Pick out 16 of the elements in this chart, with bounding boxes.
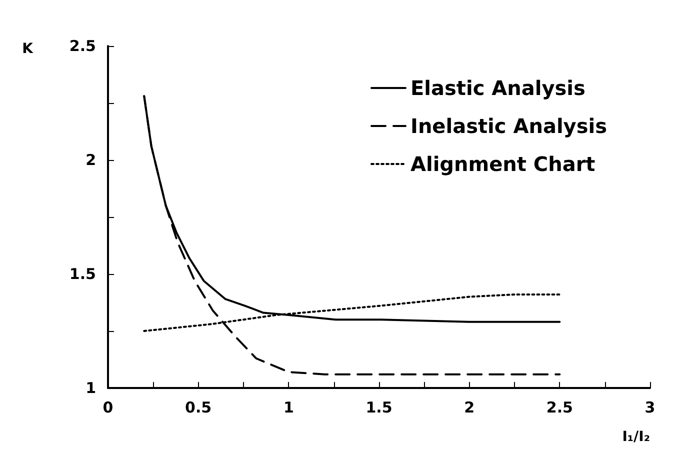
y-tick-label: 1 (86, 379, 96, 397)
x-tick-label: 1 (283, 398, 294, 416)
x-tick-label: 0.5 (185, 398, 212, 416)
x-tick-label: 3 (644, 398, 656, 416)
legend-label: Inelastic Analysis (410, 114, 608, 138)
legend-label: Elastic Analysis (410, 76, 586, 100)
x-tick-label: 1.5 (366, 398, 392, 416)
y-tick-label: 2 (86, 151, 96, 169)
x-tick-label: 2.5 (546, 398, 573, 416)
x-tick-label: 0 (102, 398, 114, 416)
y-tick-label: 1.5 (69, 265, 96, 283)
legend-label: Alignment Chart (410, 152, 596, 176)
x-axis-title: I₁/I₂ (622, 429, 650, 445)
y-tick-label: 2.5 (69, 37, 96, 55)
x-tick-label: 2 (464, 398, 475, 416)
y-axis-title: K (22, 41, 34, 57)
